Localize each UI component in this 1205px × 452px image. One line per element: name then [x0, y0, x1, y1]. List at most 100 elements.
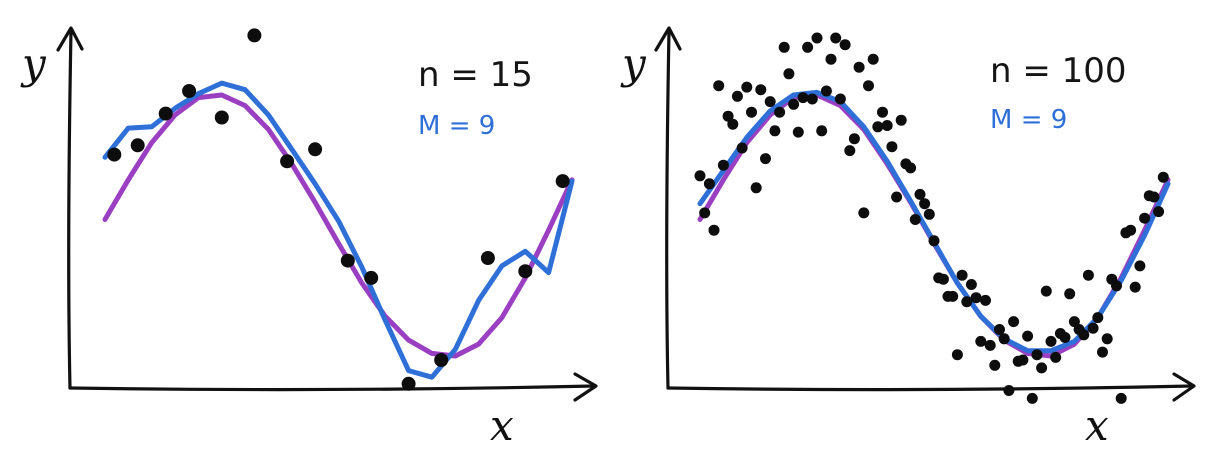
left-panel: y x n = 15 M = 9	[20, 26, 598, 450]
right-data-point	[806, 93, 818, 105]
right-data-point	[839, 39, 851, 51]
right-data-point	[760, 153, 771, 165]
right-data-point	[928, 235, 940, 247]
right-data-point	[769, 125, 781, 137]
right-data-point	[923, 208, 935, 220]
left-data-point	[555, 174, 570, 189]
right-y-axis	[665, 28, 671, 390]
right-data-point	[788, 98, 800, 110]
right-data-point	[863, 80, 874, 92]
right-data-point	[731, 90, 743, 102]
right-data-point	[1017, 354, 1029, 366]
right-data-point	[1003, 385, 1015, 396]
left-data-point	[480, 251, 495, 265]
right-data-point	[965, 279, 977, 290]
left-data-point	[247, 28, 262, 43]
right-data-point	[783, 68, 795, 80]
right-data-point	[1148, 191, 1160, 203]
right-data-point	[909, 214, 921, 225]
right-data-point	[1139, 212, 1151, 224]
right-data-point	[1059, 332, 1071, 343]
right-data-point	[891, 191, 903, 203]
left-data-point	[214, 110, 229, 125]
left-data-point	[364, 270, 379, 285]
right-y-arrow	[654, 26, 682, 52]
right-data-point	[1068, 316, 1080, 328]
left-x-axis	[68, 384, 596, 392]
right-data-point	[895, 114, 907, 126]
right-data-point	[867, 53, 879, 65]
left-data-point	[107, 147, 122, 162]
right-data-point	[872, 121, 884, 133]
right-data-point	[778, 41, 790, 53]
right-panel: y x n = 100 M = 9	[620, 26, 1196, 450]
right-data-point	[1082, 269, 1094, 281]
right-data-point	[853, 61, 865, 73]
right-data-point	[937, 273, 949, 285]
left-data-point	[401, 376, 416, 391]
right-data-point	[1078, 329, 1090, 341]
right-data-point	[1097, 346, 1108, 358]
right-data-point	[961, 296, 973, 308]
right-data-point	[1040, 285, 1052, 297]
right-data-point	[797, 92, 809, 104]
left-x-arrow	[573, 372, 598, 402]
right-data-point	[1022, 330, 1034, 342]
right-data-point	[764, 96, 776, 108]
right-data-point	[708, 224, 720, 236]
right-data-point	[1008, 316, 1020, 328]
left-y-arrow	[56, 26, 84, 52]
right-x-axis	[666, 384, 1194, 392]
right-data-point	[1157, 171, 1169, 183]
left-data-point	[518, 264, 533, 279]
right-data-point	[881, 120, 893, 131]
left-data-point	[182, 84, 197, 98]
left-data-point	[340, 253, 355, 268]
right-data-point	[1101, 333, 1113, 345]
right-data-point	[848, 133, 860, 145]
right-data-point	[1050, 351, 1062, 363]
left-data-point	[308, 142, 323, 157]
right-data-point	[914, 188, 926, 200]
right-data-point	[1026, 392, 1038, 404]
right-data-point	[886, 141, 898, 153]
right-data-point	[1036, 362, 1048, 374]
right-data-point	[1092, 312, 1104, 324]
right-data-point	[750, 182, 762, 194]
left-data-point	[130, 138, 145, 153]
right-data-point	[811, 32, 823, 44]
right-data-point	[703, 178, 715, 190]
right-data-point	[792, 126, 804, 138]
right-data-point	[1064, 288, 1076, 300]
right-data-point	[1115, 392, 1127, 404]
right-data-point	[956, 269, 968, 281]
right-data-point	[970, 292, 982, 304]
left-model-order-label: M = 9	[418, 111, 495, 141]
left-x-axis-label: x	[490, 401, 514, 450]
left-sample-size-label: n = 15	[418, 55, 533, 95]
right-data-point	[994, 324, 1005, 335]
right-data-point	[998, 333, 1010, 345]
right-data-point	[1125, 224, 1137, 236]
right-data-point	[980, 294, 991, 306]
left-y-axis	[67, 28, 73, 390]
right-data-point	[830, 32, 842, 44]
right-data-point	[951, 349, 963, 361]
left-true-function-curve	[102, 92, 575, 359]
right-data-point	[877, 106, 888, 118]
left-data-point	[280, 154, 295, 169]
right-data-points	[694, 32, 1169, 404]
right-model-order-label: M = 9	[990, 105, 1067, 135]
right-data-point	[713, 80, 725, 92]
right-data-point	[1087, 322, 1099, 334]
right-data-point	[1111, 280, 1122, 292]
right-data-point	[947, 290, 959, 302]
right-data-point	[816, 125, 828, 137]
right-data-point	[1045, 335, 1057, 347]
right-data-point	[694, 170, 706, 182]
right-data-point	[834, 93, 846, 105]
right-data-point	[1031, 349, 1043, 361]
left-data-point	[158, 106, 173, 121]
right-data-point	[820, 85, 832, 97]
